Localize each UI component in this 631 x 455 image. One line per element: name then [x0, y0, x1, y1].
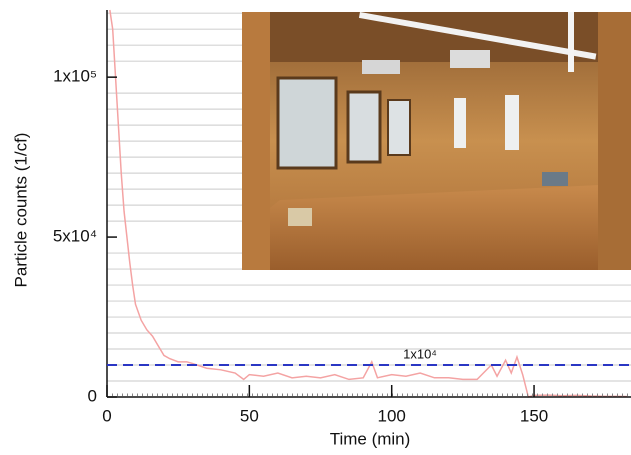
x-axis-label: Time (min): [330, 429, 411, 448]
photo-inset: [242, 12, 631, 270]
y-axis-label: Particle counts (1/cf): [11, 133, 30, 288]
x-tick-label: 100: [378, 406, 406, 425]
x-tick-label: 50: [240, 406, 259, 425]
y-tick-label: 0: [88, 386, 97, 405]
y-tick-label: 1x10⁵: [53, 67, 97, 86]
x-tick-label: 0: [102, 406, 111, 425]
x-tick-label: 150: [520, 406, 548, 425]
chart: Time (min) Particle counts (1/cf) 0 5x10⁴…: [0, 0, 631, 455]
y-tick-label: 5x10⁴: [53, 227, 97, 246]
reference-label: 1x10⁴: [403, 346, 437, 361]
